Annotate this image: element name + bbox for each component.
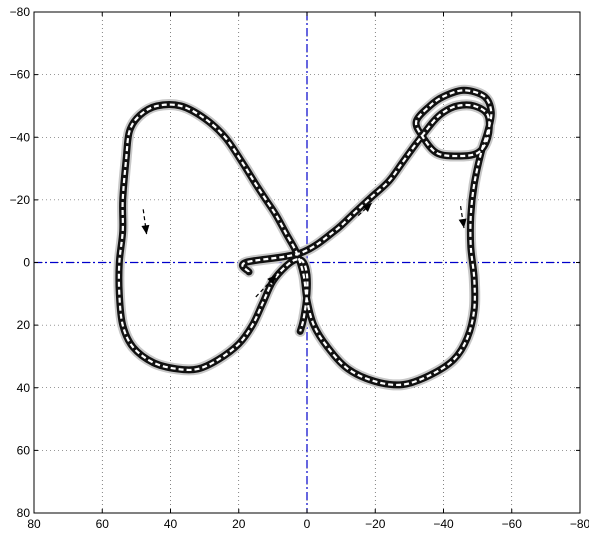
x-tick-label: 0: [304, 517, 311, 531]
trajectory-line: [115, 86, 495, 389]
arrow-head: [362, 203, 372, 213]
x-tick-label: −60: [502, 517, 523, 531]
arrow-head: [458, 218, 467, 229]
y-tick-label: −40: [10, 130, 31, 144]
x-tick-label: 40: [164, 517, 178, 531]
y-tick-label: −20: [10, 193, 31, 207]
y-tick-label: −80: [10, 5, 31, 19]
direction-arrow: [141, 209, 150, 235]
x-tick-label: 80: [27, 517, 41, 531]
y-axis-ticks: −80 −60 −40 −20 0 20 40 60 80: [10, 5, 580, 520]
y-tick-label: 80: [17, 506, 31, 520]
direction-arrow: [357, 202, 373, 216]
trajectory-dashes: [117, 89, 493, 387]
x-tick-label: −40: [433, 517, 454, 531]
trajectory-band: [113, 84, 497, 391]
y-tick-label: −60: [10, 68, 31, 82]
x-axis-ticks: 80 60 40 20 0 −20 −40 −60 −80: [27, 12, 589, 531]
direction-arrow: [255, 274, 277, 298]
direction-arrow: [458, 206, 467, 229]
y-tick-label: 0: [23, 256, 30, 270]
x-tick-label: −20: [365, 517, 386, 531]
arrow-head: [141, 224, 150, 235]
y-tick-label: 40: [17, 381, 31, 395]
y-tick-label: 20: [17, 318, 31, 332]
x-tick-label: 60: [96, 517, 110, 531]
trajectory-layer: [113, 84, 497, 391]
arrow-shaft: [459, 206, 465, 229]
arrow-head: [267, 275, 277, 285]
x-tick-label: 20: [232, 517, 246, 531]
direction-arrows: [141, 202, 467, 298]
y-tick-label: 60: [17, 443, 31, 457]
x-tick-label: −80: [570, 517, 589, 531]
